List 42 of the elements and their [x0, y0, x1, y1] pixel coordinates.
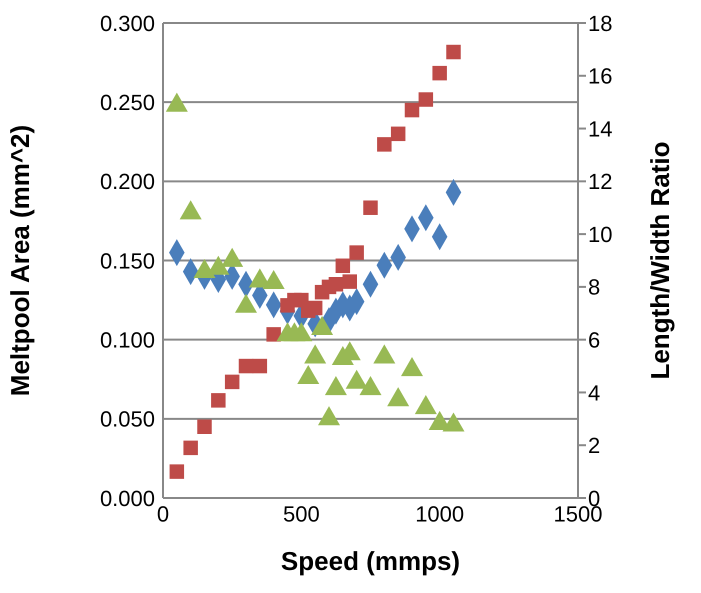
y-tick-label: 0.300 [100, 10, 155, 36]
y2-tick-label: 2 [588, 433, 600, 458]
y-tick-label: 0.000 [100, 486, 155, 511]
point [404, 102, 420, 118]
y-axis-title: Meltpool Area (mm^2) [5, 124, 36, 396]
x-tick-label: 0 [156, 502, 170, 527]
point [211, 393, 226, 408]
point [390, 126, 406, 142]
point [342, 274, 357, 289]
x-axis-title: Speed (mmps) [280, 546, 460, 576]
point [328, 277, 344, 292]
y-tick-label: 0.050 [100, 406, 155, 432]
x-tick-label: 500 [282, 502, 320, 527]
y-tick-label: 0.200 [100, 169, 155, 194]
y-tick-label: 0.100 [100, 327, 155, 352]
point [446, 44, 461, 60]
y-tick-label: 0.250 [100, 90, 155, 115]
point [238, 358, 254, 374]
y-tick-label: 0.150 [100, 248, 155, 274]
point [432, 66, 447, 80]
point [266, 327, 281, 342]
y2-tick-label: 8 [588, 274, 600, 300]
y2-tick-label: 10 [588, 222, 612, 247]
point [377, 137, 392, 152]
y2-tick-label: 12 [588, 169, 612, 194]
point [224, 374, 240, 390]
y2-tick-label: 14 [588, 116, 612, 142]
point [336, 258, 350, 274]
point [308, 300, 322, 316]
y2-tick-label: 18 [588, 10, 612, 36]
point [418, 92, 434, 107]
y2-tick-label: 4 [588, 380, 600, 406]
y2-tick-label: 16 [588, 64, 612, 89]
point [183, 440, 198, 456]
point [252, 358, 268, 374]
point [363, 200, 378, 215]
x-tick-label: 1000 [415, 502, 464, 527]
point [197, 420, 212, 434]
y2-axis-title: Length/Width Ratio [645, 141, 676, 380]
point [170, 464, 184, 479]
point [349, 245, 364, 260]
y2-tick-label: 6 [588, 327, 600, 352]
